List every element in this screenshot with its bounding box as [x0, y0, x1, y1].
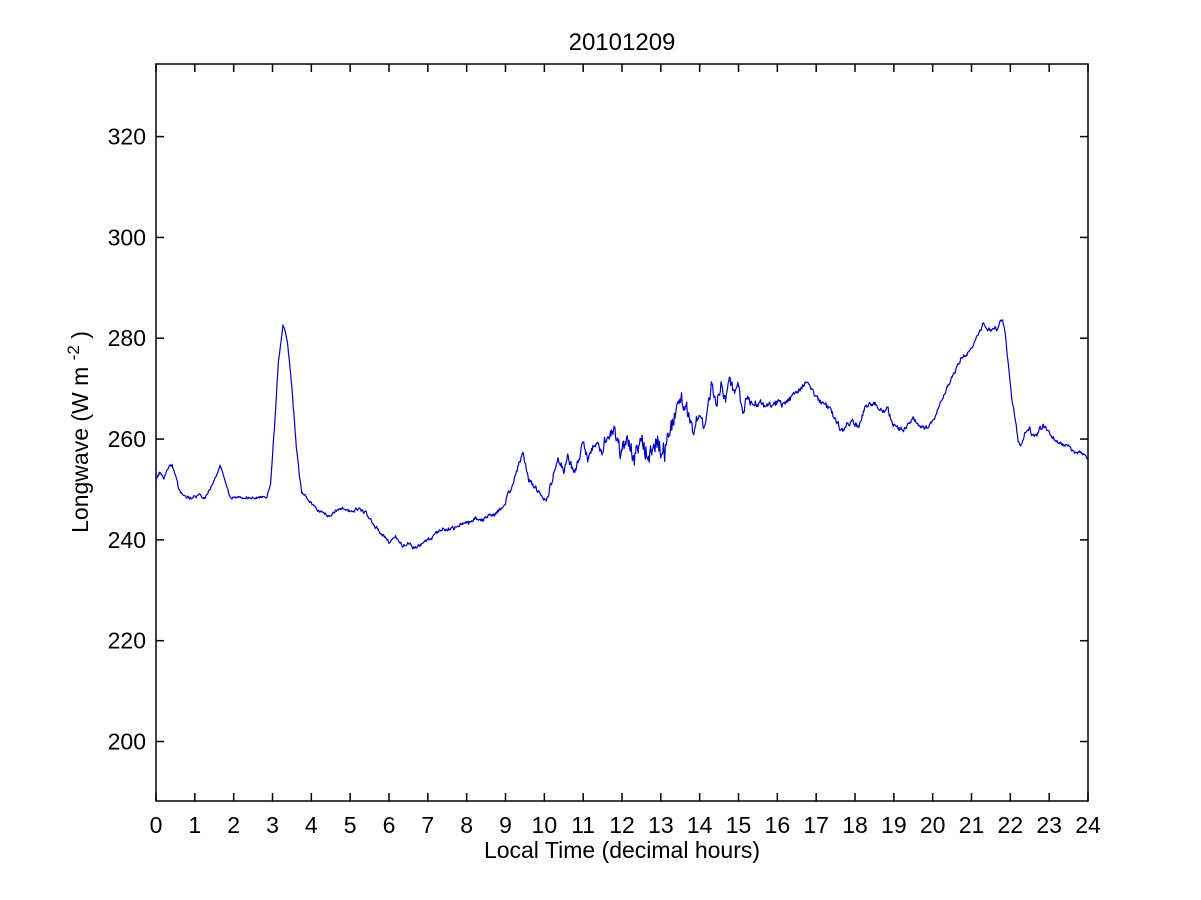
- y-tick-label: 260: [108, 426, 146, 452]
- x-tick-label: 24: [1075, 812, 1101, 838]
- x-tick-label: 10: [532, 812, 558, 838]
- x-tick-label: 13: [648, 812, 674, 838]
- x-tick-label: 2: [227, 812, 240, 838]
- y-tick-label: 240: [108, 527, 146, 553]
- x-tick-label: 8: [460, 812, 473, 838]
- y-tick-label: 300: [108, 224, 146, 250]
- y-axis-label-close: ): [67, 331, 93, 339]
- x-tick-label: 1: [188, 812, 201, 838]
- x-tick-label: 9: [499, 812, 512, 838]
- x-tick-label: 23: [1036, 812, 1062, 838]
- x-tick-label: 14: [687, 812, 713, 838]
- y-tick-label: 280: [108, 325, 146, 351]
- x-tick-label: 7: [421, 812, 434, 838]
- chart-title: 20101209: [569, 29, 676, 56]
- x-tick-label: 16: [765, 812, 791, 838]
- x-axis-label: Local Time (decimal hours): [484, 837, 760, 863]
- x-tick-label: 21: [959, 812, 985, 838]
- data-line-longwave: [155, 319, 1088, 550]
- y-tick-label: 200: [108, 729, 146, 755]
- x-tick-label: 22: [998, 812, 1024, 838]
- x-tick-label: 15: [726, 812, 752, 838]
- y-tick-label: 320: [108, 124, 146, 150]
- plot-area: [155, 63, 1089, 802]
- data-series: [155, 319, 1088, 550]
- y-tick-label: 220: [108, 628, 146, 654]
- x-tick-label: 4: [305, 812, 318, 838]
- y-axis-label-superscript: -2: [64, 345, 83, 360]
- x-tick-label: 19: [881, 812, 907, 838]
- x-tick-label: 6: [383, 812, 396, 838]
- axis-ticks: 0 1 2 3 4 5 6 7 8 9 10 11 12 13 14 15 16 17 18 19 20 21 22 23 24…: [108, 64, 1101, 838]
- y-axis-label: Longwave (W m -2 ): [58, 331, 93, 533]
- x-tick-label: 11: [571, 812, 595, 838]
- x-tick-label: 5: [344, 812, 357, 838]
- y-axis-label-main: Longwave (W m: [67, 367, 93, 533]
- x-tick-label: 18: [842, 812, 868, 838]
- x-tick-label: 17: [803, 812, 829, 838]
- x-tick-label: 20: [920, 812, 946, 838]
- x-tick-label: 0: [150, 812, 163, 838]
- x-tick-label: 3: [266, 812, 279, 838]
- x-tick-label: 12: [609, 812, 635, 838]
